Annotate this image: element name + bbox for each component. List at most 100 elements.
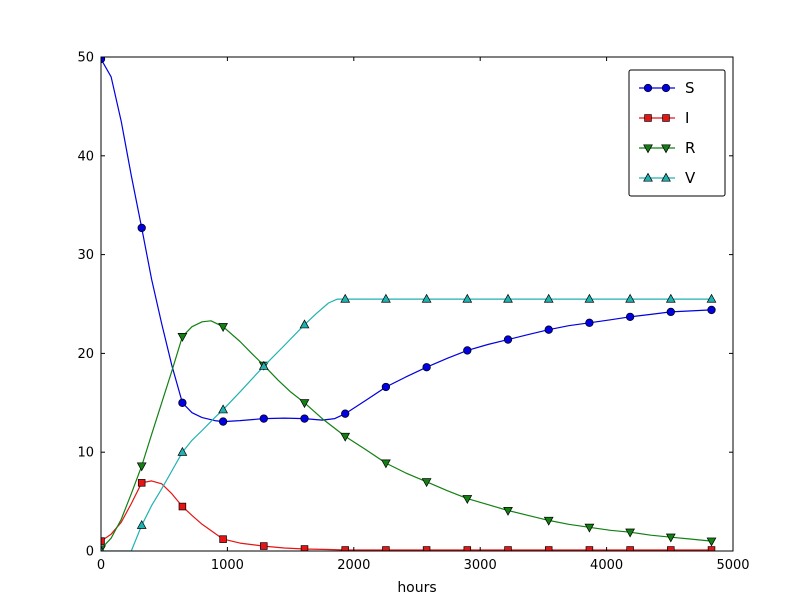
x-tick-label: 2000 (337, 558, 370, 573)
legend-label: R (685, 139, 695, 157)
marker-triangle-up (665, 293, 676, 303)
series-I-line (101, 480, 712, 551)
series-S-markers (101, 57, 716, 426)
marker-triangle-up (381, 293, 391, 303)
marker-circle (137, 223, 146, 233)
marker-triangle-down (381, 459, 391, 469)
marker-circle (544, 325, 553, 334)
marker-triangle-down (421, 478, 432, 488)
marker-triangle-down (503, 506, 513, 516)
marker-triangle-down (462, 495, 473, 504)
marker-triangle-down (625, 528, 636, 538)
y-axis: 0 10 20 30 40 50 (77, 51, 733, 560)
marker-triangle-up (136, 519, 147, 529)
marker-triangle-up (462, 293, 473, 303)
marker-triangle-down (706, 537, 717, 547)
y-tick-label: 0 (86, 545, 94, 560)
marker-triangle-down (218, 323, 228, 333)
marker-triangle-up (421, 293, 432, 303)
marker-triangle-down (299, 399, 310, 409)
marker-triangle-down (665, 533, 676, 543)
marker-circle (381, 382, 391, 392)
marker-triangle-down (340, 432, 351, 442)
x-axis-label: hours (397, 580, 436, 596)
marker-square (504, 546, 512, 551)
y-tick-label: 40 (77, 149, 94, 164)
marker-triangle-up (503, 293, 513, 303)
marker-triangle-up (625, 293, 636, 303)
marker-triangle-down (661, 144, 671, 154)
marker-square (219, 535, 227, 543)
marker-circle (625, 312, 635, 321)
marker-square (626, 546, 634, 551)
legend-box (628, 69, 726, 197)
marker-circle (585, 318, 594, 327)
marker-square (585, 546, 594, 551)
axes-frame (100, 56, 734, 552)
marker-square (544, 546, 553, 551)
legend-entry-V: V (639, 169, 696, 187)
marker-square (300, 545, 309, 551)
marker-circle (300, 414, 309, 423)
legend-entry-S: S (639, 79, 695, 97)
marker-square (422, 546, 431, 551)
marker-circle (643, 83, 653, 93)
legend-entry-R: R (639, 139, 695, 157)
series-V-line (101, 298, 712, 551)
marker-triangle-up (258, 360, 269, 370)
y-tick-label: 10 (77, 446, 94, 461)
legend-label: I (685, 109, 689, 127)
marker-circle (422, 363, 431, 372)
marker-circle (463, 346, 472, 355)
marker-square (644, 114, 652, 122)
marker-triangle-up (299, 319, 310, 329)
marker-triangle-down (177, 333, 188, 342)
legend-label: V (685, 169, 696, 187)
series-I-markers (101, 479, 716, 551)
marker-circle (341, 409, 350, 418)
legend-label: S (685, 79, 695, 97)
marker-triangle-down (136, 462, 147, 472)
x-tick-label: 4000 (590, 558, 623, 573)
marker-circle (178, 398, 187, 407)
marker-square (667, 546, 675, 551)
marker-triangle-up (661, 172, 671, 182)
marker-triangle-down (643, 144, 653, 154)
series-V-markers (101, 293, 717, 551)
marker-square (707, 546, 716, 551)
marker-triangle-up (177, 446, 188, 456)
marker-circle (707, 305, 716, 315)
marker-circle (661, 83, 671, 93)
marker-circle (259, 414, 268, 423)
marker-triangle-up (340, 293, 351, 303)
marker-circle (101, 57, 106, 64)
marker-square (101, 537, 105, 545)
marker-triangle-down (543, 516, 554, 526)
marker-triangle-up (218, 404, 228, 414)
marker-triangle-up (643, 172, 653, 182)
marker-triangle-up (101, 545, 104, 551)
marker-square (260, 542, 268, 550)
legend-entry-I: I (639, 109, 689, 127)
marker-triangle-up (543, 293, 554, 303)
marker-square (137, 479, 146, 487)
marker-square (382, 546, 390, 551)
y-tick-label: 50 (77, 51, 94, 66)
x-tick-label: 0 (97, 558, 105, 573)
marker-circle (666, 307, 675, 317)
x-tick-label: 3000 (464, 558, 497, 573)
marker-square (341, 546, 349, 551)
marker-square (178, 502, 187, 511)
y-tick-label: 20 (77, 347, 94, 362)
marker-square (662, 114, 670, 122)
marker-triangle-up (706, 293, 717, 303)
marker-circle (218, 417, 228, 426)
x-axis: 0 1000 2000 3000 4000 5000 (97, 57, 750, 573)
x-tick-label: 1000 (211, 558, 244, 573)
marker-triangle-up (584, 293, 595, 303)
marker-circle (503, 335, 513, 344)
x-tick-label: 5000 (716, 558, 749, 573)
